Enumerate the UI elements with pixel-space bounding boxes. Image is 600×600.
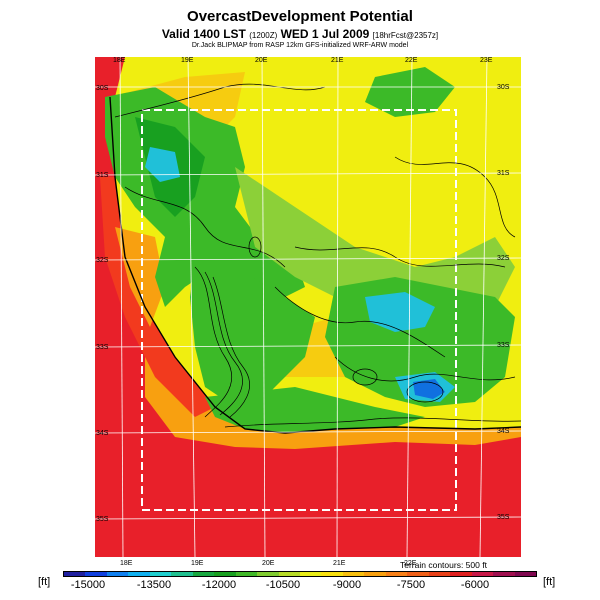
lat-label-right: 30S bbox=[497, 84, 510, 91]
contour-line bbox=[124, 186, 286, 268]
meridian-20e bbox=[261, 57, 266, 557]
lat-label-right: 33S bbox=[497, 342, 510, 349]
colorbar-swatch bbox=[342, 572, 365, 576]
forecast-map-svg bbox=[95, 57, 521, 557]
terrain-contour-note: Terrain contours: 500 ft bbox=[400, 560, 487, 570]
contour-ring bbox=[406, 381, 444, 403]
valid-time: Valid 1400 LST (1200Z) WED 1 Jul 2009 [1… bbox=[0, 27, 600, 41]
lon-label-top: 18E bbox=[113, 57, 126, 64]
colorbar-swatch bbox=[385, 572, 408, 576]
colorbar-swatch bbox=[278, 572, 300, 576]
orange-patch-sw bbox=[115, 227, 165, 327]
colorbar-swatch bbox=[171, 572, 193, 576]
green-north bbox=[365, 67, 455, 117]
south-band bbox=[145, 347, 521, 449]
colorbar-swatch bbox=[364, 572, 386, 576]
colorbar-swatch bbox=[299, 572, 322, 576]
parallel-34s bbox=[95, 430, 521, 434]
lon-label-bottom: 18E bbox=[120, 560, 133, 567]
colorbar-swatch bbox=[407, 572, 429, 576]
parallel-35s bbox=[95, 516, 521, 520]
lat-label-right: 34S bbox=[497, 428, 510, 435]
contour-ring bbox=[352, 368, 378, 386]
colorbar-swatch bbox=[106, 572, 129, 576]
lat-label-left: 31S bbox=[96, 172, 109, 179]
lat-label-left: 34S bbox=[96, 430, 109, 437]
colorbar-swatch bbox=[257, 572, 279, 576]
colorbar-label: -15000 bbox=[70, 579, 106, 591]
colorbar-label: -6000 bbox=[460, 579, 490, 591]
cyan-cell-east bbox=[365, 292, 435, 332]
colorbar-swatch bbox=[493, 572, 515, 576]
colorbar-swatch bbox=[85, 572, 107, 576]
lat-label-left: 33S bbox=[96, 344, 109, 351]
lon-label-top: 23E bbox=[480, 57, 493, 64]
colorbar-swatch bbox=[235, 572, 258, 576]
colorbar-swatch bbox=[450, 572, 472, 576]
colorbar-unit-left: [ft] bbox=[38, 576, 51, 588]
valid-date: WED 1 Jul 2009 bbox=[280, 27, 370, 41]
contour-line bbox=[294, 246, 506, 268]
forecast-info: [18hrFcst@2357z] bbox=[372, 31, 439, 40]
lon-label-bottom: 20E bbox=[262, 560, 275, 567]
colorbar-swatch bbox=[471, 572, 494, 576]
blue-cell bbox=[413, 379, 445, 399]
colorbar-label: -10500 bbox=[265, 579, 301, 591]
chart-title: OvercastDevelopment Potential bbox=[187, 8, 413, 25]
parallel-31s bbox=[95, 172, 521, 176]
lon-label-top: 19E bbox=[181, 57, 194, 64]
coastline bbox=[109, 96, 521, 434]
green-central bbox=[190, 257, 315, 407]
lon-label-bottom: 19E bbox=[191, 560, 204, 567]
colorbar-label: -9000 bbox=[332, 579, 362, 591]
coastline-west bbox=[109, 96, 286, 434]
valid-main: Valid 1400 LST bbox=[161, 27, 246, 41]
forecast-map bbox=[95, 57, 521, 557]
coastline-south bbox=[284, 426, 521, 434]
meridian-21e bbox=[336, 57, 339, 557]
inner-domain-box bbox=[141, 109, 457, 511]
lat-label-right: 35S bbox=[497, 514, 510, 521]
colorbar-swatch bbox=[428, 572, 451, 576]
colorbar-swatch bbox=[64, 572, 86, 576]
colorbar-label: -7500 bbox=[396, 579, 426, 591]
parallel-32s bbox=[95, 257, 521, 261]
colorbar-swatch bbox=[128, 572, 150, 576]
colorbar-label: -13500 bbox=[136, 579, 172, 591]
lon-label-bottom: 21E bbox=[333, 560, 346, 567]
lon-label-top: 20E bbox=[255, 57, 268, 64]
colorbar bbox=[63, 571, 537, 577]
colorbar-unit-right: [ft] bbox=[543, 576, 556, 588]
contour-line bbox=[274, 286, 446, 358]
lat-label-left: 32S bbox=[96, 257, 109, 264]
contour-line bbox=[194, 266, 232, 418]
colorbar-swatch bbox=[149, 572, 172, 576]
lat-label-right: 31S bbox=[497, 170, 510, 177]
meridian-19e bbox=[187, 57, 196, 557]
lat-label-right: 32S bbox=[497, 255, 510, 262]
colorbar-label: -12000 bbox=[201, 579, 237, 591]
contour-ring bbox=[248, 236, 262, 258]
green-south bbox=[205, 387, 425, 433]
model-credit: Dr.Jack BLIPMAP from RASP 12km GFS-initi… bbox=[191, 42, 409, 49]
colorbar-swatch bbox=[514, 572, 536, 576]
lon-label-bottom: 22E bbox=[404, 560, 417, 567]
contour-line bbox=[212, 276, 250, 418]
meridian-22e bbox=[406, 57, 413, 557]
valid-code: (1200Z) bbox=[249, 31, 278, 40]
colorbar-swatch bbox=[321, 572, 343, 576]
cyan-cell-west bbox=[145, 147, 180, 182]
contour-line bbox=[224, 417, 521, 428]
lon-label-top: 21E bbox=[331, 57, 344, 64]
lat-label-left: 30S bbox=[96, 85, 109, 92]
colorbar-swatch bbox=[214, 572, 236, 576]
contour-line bbox=[204, 271, 243, 416]
meridian-23e bbox=[479, 57, 488, 557]
parallel-33s bbox=[95, 344, 521, 348]
colorbar-swatch bbox=[192, 572, 215, 576]
meridian-18e bbox=[119, 57, 124, 557]
graticule bbox=[95, 57, 521, 557]
lon-label-top: 22E bbox=[405, 57, 418, 64]
lat-label-left: 35S bbox=[96, 516, 109, 523]
